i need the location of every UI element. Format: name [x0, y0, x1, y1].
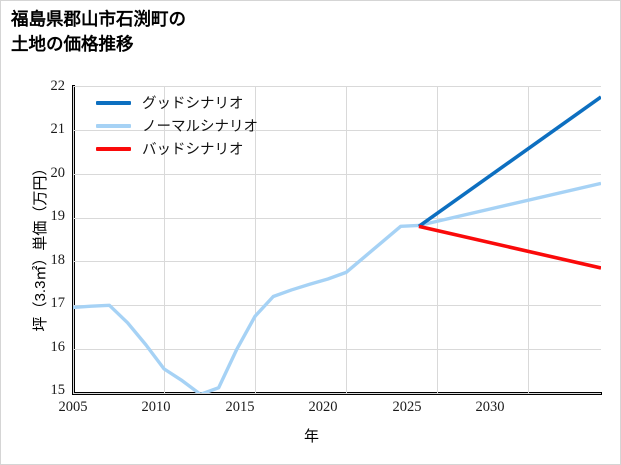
gridline-horizontal — [73, 86, 601, 87]
x-tick-label: 2025 — [392, 399, 422, 415]
legend-label-normal: ノーマルシナリオ — [142, 119, 258, 135]
gridline-horizontal — [73, 173, 601, 175]
y-tick-label: 21 — [50, 121, 66, 137]
legend-label-good: グッドシナリオ — [142, 96, 244, 112]
gridline-horizontal — [73, 217, 601, 219]
legend-swatch-normal — [96, 123, 131, 128]
series-line — [73, 181, 601, 393]
plot-area — [73, 86, 601, 394]
gridline-horizontal — [73, 129, 601, 131]
series-line — [417, 95, 601, 228]
x-axis-title: 年 — [303, 428, 319, 445]
series-line — [418, 224, 601, 270]
gridline-horizontal — [73, 393, 601, 394]
chart-legend: グッドシナリオ ノーマルシナリオ バッドシナリオ — [96, 91, 311, 160]
legend-item-normal: ノーマルシナリオ — [96, 114, 311, 137]
legend-item-good: グッドシナリオ — [96, 91, 311, 114]
y-tick-label: 18 — [50, 252, 66, 268]
y-tick-label: 16 — [50, 339, 66, 355]
y-tick-label: 19 — [50, 208, 66, 224]
x-tick-label: 2005 — [58, 399, 88, 415]
gridline-vertical — [164, 86, 165, 393]
x-tick-label: 2015 — [225, 399, 255, 415]
y-tick-label: 17 — [50, 295, 66, 311]
gridline-horizontal — [73, 261, 601, 263]
gridline-horizontal — [73, 305, 601, 307]
gridline-horizontal — [73, 349, 601, 351]
x-tick-label: 2010 — [141, 399, 171, 415]
legend-label-bad: バッドシナリオ — [142, 142, 244, 158]
x-tick-label: 2030 — [475, 399, 505, 415]
y-tick-label: 15 — [50, 382, 66, 398]
gridline-vertical — [255, 86, 257, 393]
legend-item-bad: バッドシナリオ — [96, 137, 311, 160]
gridline-vertical — [437, 86, 439, 393]
gridline-vertical — [73, 86, 74, 393]
y-tick-label: 22 — [50, 78, 66, 94]
gridline-vertical — [528, 86, 530, 393]
chart-series-svg — [73, 95, 601, 393]
legend-swatch-good — [96, 100, 131, 105]
x-tick-label: 2020 — [308, 399, 338, 415]
legend-swatch-bad — [96, 146, 131, 151]
page-title: 福島県郡山市石渕町の 土地の価格推移 — [11, 9, 186, 54]
y-tick-label: 20 — [50, 165, 66, 181]
gridline-vertical — [346, 86, 348, 393]
